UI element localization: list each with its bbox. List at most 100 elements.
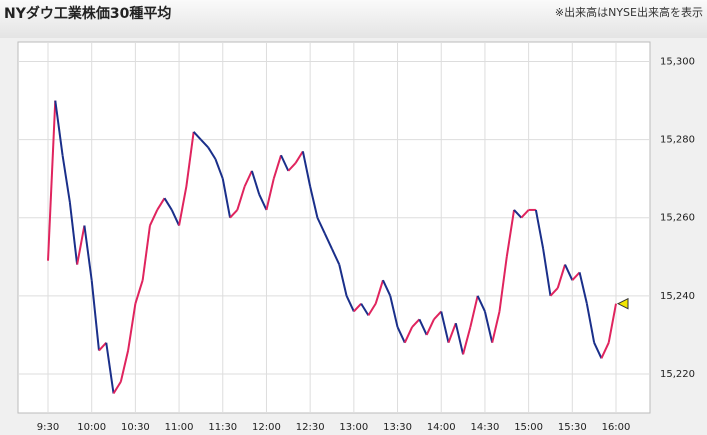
plot-area	[17, 41, 651, 414]
header: NYダウ工業株価30種平均 ※出来高はNYSE出来高を表示	[0, 0, 707, 38]
y-tick-label: 15,240	[660, 291, 695, 302]
x-tick-label: 9:30	[37, 422, 59, 433]
price-segment	[170, 209, 180, 226]
x-tick-label: 14:30	[471, 422, 500, 433]
price-segment	[360, 303, 370, 316]
price-segment	[418, 318, 428, 336]
x-tick-label: 14:00	[427, 422, 456, 433]
price-segment	[338, 264, 348, 297]
price-segment	[127, 303, 137, 351]
price-segment	[178, 186, 188, 226]
y-tick-label: 15,220	[660, 369, 695, 380]
price-segment	[47, 100, 57, 261]
price-segment	[389, 295, 399, 328]
price-segment	[549, 287, 559, 297]
x-tick-label: 10:00	[77, 422, 106, 433]
price-segment	[469, 295, 479, 328]
price-segment	[447, 322, 457, 344]
price-segment	[498, 256, 508, 312]
price-segment	[440, 311, 450, 343]
price-segment	[483, 311, 494, 343]
title: NYダウ工業株価30種平均	[4, 6, 172, 22]
price-segment	[221, 178, 232, 218]
price-segment	[403, 326, 414, 344]
price-segment	[476, 295, 486, 312]
price-segment	[462, 326, 472, 355]
price-segment	[280, 154, 290, 172]
x-tick-label: 12:30	[296, 422, 325, 433]
price-segment	[585, 303, 596, 343]
price-segment	[374, 279, 384, 304]
price-segment	[61, 155, 71, 203]
price-segment	[54, 100, 64, 156]
price-segment	[593, 342, 603, 359]
price-segment	[185, 131, 195, 187]
price-segment	[287, 162, 297, 172]
price-segment	[301, 151, 312, 187]
x-tick-label: 12:00	[252, 422, 281, 433]
price-segment	[265, 178, 275, 211]
price-segment	[571, 271, 581, 281]
y-tick-label: 15,260	[660, 213, 695, 224]
price-segment	[200, 138, 209, 149]
price-segment	[163, 197, 173, 211]
price-segment	[192, 131, 202, 141]
price-segment	[556, 264, 566, 289]
price-segment	[243, 170, 253, 187]
price-segment	[396, 326, 406, 344]
price-segment	[83, 225, 93, 281]
price-segment	[156, 197, 166, 211]
y-tick-label: 15,280	[660, 135, 695, 146]
price-segment	[141, 225, 151, 281]
price-segment	[331, 248, 341, 266]
x-tick-label: 11:00	[165, 422, 194, 433]
price-segment	[578, 272, 588, 304]
price-segment	[294, 150, 304, 164]
price-segment	[323, 232, 333, 250]
price-segment	[207, 146, 217, 160]
price-segment	[534, 209, 545, 250]
x-tick-label: 13:00	[339, 422, 368, 433]
price-segment	[236, 186, 246, 211]
last-price-marker	[616, 297, 629, 310]
x-tick-label: 15:00	[514, 422, 543, 433]
price-segment	[542, 248, 552, 296]
price-segment	[433, 310, 442, 320]
price-segment	[309, 186, 319, 218]
x-tick-label: 15:30	[558, 422, 587, 433]
price-segment	[229, 209, 239, 219]
price-segment	[112, 381, 122, 395]
price-segment	[345, 295, 355, 312]
note: ※出来高はNYSE出来高を表示	[554, 6, 703, 19]
price-segment	[149, 209, 159, 226]
y-tick-label: 15,300	[660, 57, 695, 68]
x-tick-label: 13:30	[383, 422, 412, 433]
price-segment	[491, 311, 501, 343]
price-segment	[105, 342, 115, 394]
price-segment	[68, 202, 79, 265]
price-segment	[272, 154, 282, 179]
price-segment	[607, 303, 617, 343]
price-segment	[505, 209, 516, 257]
price-segment	[520, 209, 530, 219]
price-segment	[600, 342, 610, 359]
price-segment	[258, 193, 268, 211]
price-segment	[316, 217, 326, 234]
price-segment	[119, 350, 130, 382]
price-segment	[76, 225, 86, 265]
price-segment	[564, 264, 574, 281]
x-tick-label: 16:00	[602, 422, 631, 433]
price-segment	[367, 303, 377, 316]
price-segment	[90, 280, 100, 351]
price-segment	[250, 170, 261, 195]
price-segment	[425, 318, 435, 336]
price-segment	[214, 158, 224, 180]
price-segment	[382, 279, 392, 297]
price-segment	[98, 342, 107, 352]
price-segment	[134, 279, 144, 304]
x-tick-label: 10:30	[121, 422, 150, 433]
x-tick-label: 11:30	[208, 422, 237, 433]
price-segment	[353, 302, 362, 313]
